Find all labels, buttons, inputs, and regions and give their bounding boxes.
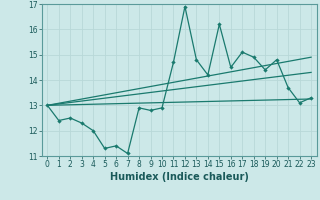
X-axis label: Humidex (Indice chaleur): Humidex (Indice chaleur) bbox=[110, 172, 249, 182]
